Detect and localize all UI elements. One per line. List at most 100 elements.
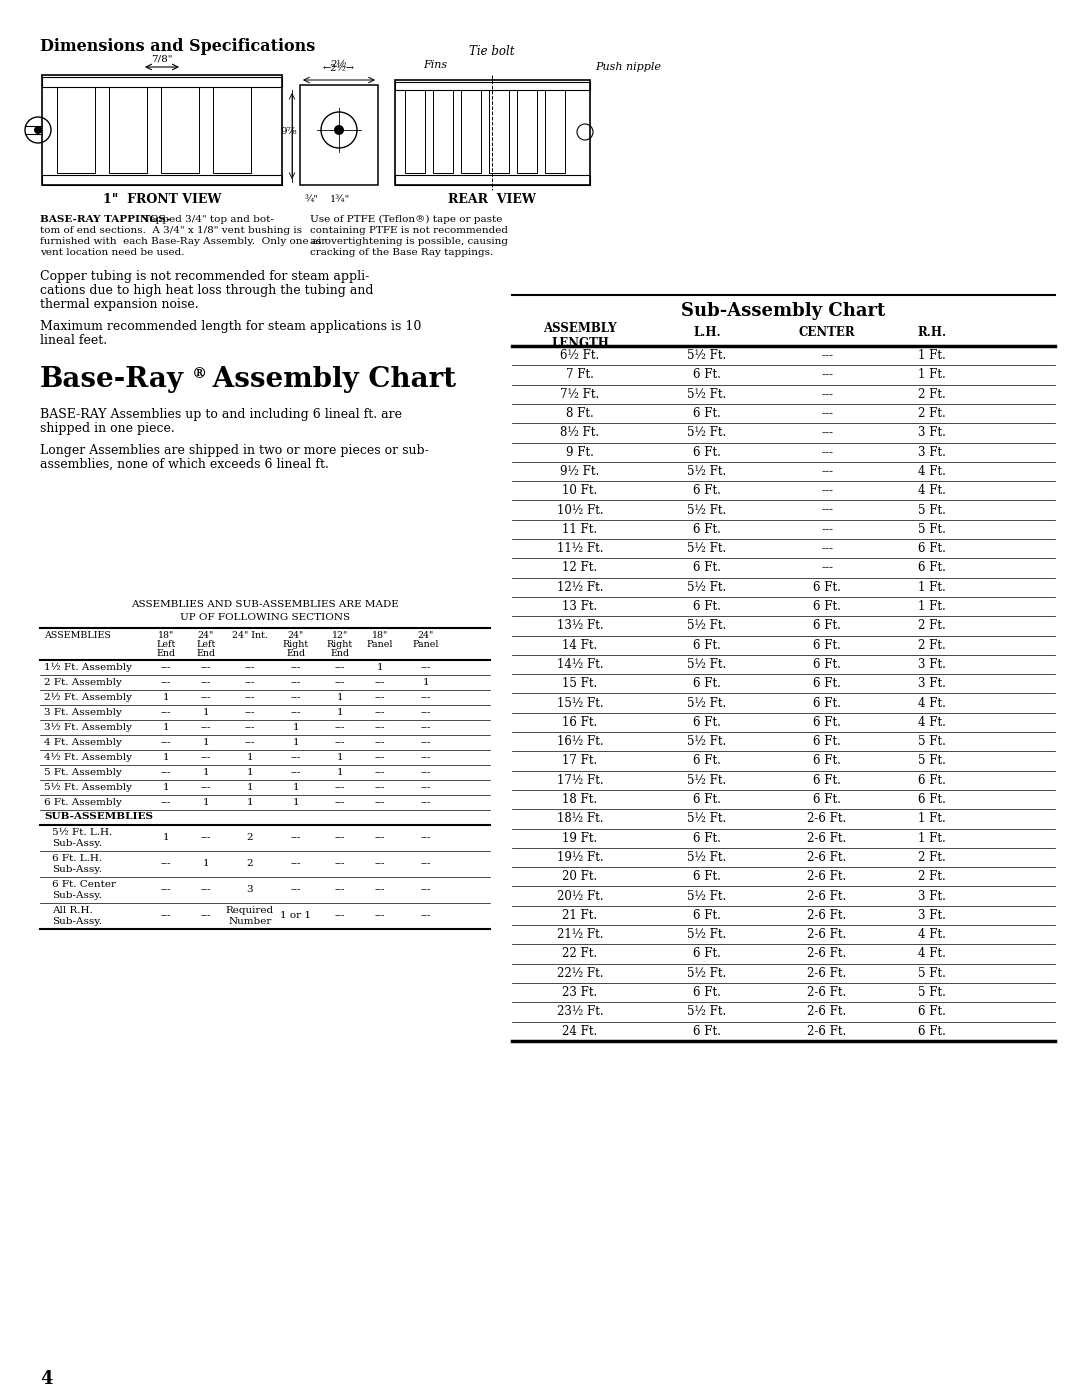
Text: ---: ---: [291, 693, 301, 703]
Text: 1: 1: [293, 782, 299, 792]
Text: 1: 1: [337, 708, 343, 717]
Text: 6 Ft.: 6 Ft.: [813, 774, 841, 787]
Bar: [57, 87, 95, 173]
Text: 24": 24": [288, 631, 305, 640]
Text: ---: ---: [335, 886, 346, 894]
Text: ---: ---: [245, 678, 255, 687]
Text: 8 Ft.: 8 Ft.: [566, 407, 594, 420]
Text: 3½ Ft. Assembly: 3½ Ft. Assembly: [44, 722, 132, 732]
Text: 5 Ft.: 5 Ft.: [918, 503, 946, 517]
Text: 6 Ft.: 6 Ft.: [693, 562, 721, 574]
Text: 1 Ft.: 1 Ft.: [918, 812, 946, 826]
Text: 5½ Ft.: 5½ Ft.: [687, 928, 727, 942]
Text: 14½ Ft.: 14½ Ft.: [556, 658, 604, 671]
Text: 2-6 Ft.: 2-6 Ft.: [808, 1024, 847, 1038]
Text: ---: ---: [335, 911, 346, 921]
Text: 9½ Ft.: 9½ Ft.: [561, 465, 599, 478]
Text: 2-6 Ft.: 2-6 Ft.: [808, 967, 847, 979]
Text: 6 Ft.: 6 Ft.: [693, 831, 721, 845]
Text: Required
Number: Required Number: [226, 907, 274, 926]
Text: Base-Ray: Base-Ray: [40, 366, 184, 393]
Text: Right: Right: [327, 640, 353, 650]
Text: 4½ Ft. Assembly: 4½ Ft. Assembly: [44, 753, 132, 763]
Text: ---: ---: [161, 886, 172, 894]
Text: 6 Ft.: 6 Ft.: [693, 522, 721, 536]
Text: ---: ---: [821, 446, 833, 458]
Text: 5½ Ft.: 5½ Ft.: [687, 619, 727, 633]
Text: ---: ---: [201, 834, 212, 842]
Text: ---: ---: [335, 724, 346, 732]
Text: ®: ®: [192, 367, 207, 381]
Text: 22 Ft.: 22 Ft.: [563, 947, 597, 961]
Text: 1: 1: [422, 678, 430, 687]
Text: ---: ---: [245, 724, 255, 732]
Text: 1: 1: [163, 782, 170, 792]
Text: vent location need be used.: vent location need be used.: [40, 249, 185, 257]
Text: containing PTFE is not recommended: containing PTFE is not recommended: [310, 226, 508, 235]
Text: 21½ Ft.: 21½ Ft.: [557, 928, 604, 942]
Text: ---: ---: [375, 782, 386, 792]
Text: ---: ---: [161, 708, 172, 717]
Text: 5½ Ft.: 5½ Ft.: [687, 388, 727, 401]
Text: 5½ Ft.: 5½ Ft.: [687, 851, 727, 863]
Text: Right: Right: [283, 640, 309, 650]
Text: End: End: [197, 650, 216, 658]
Text: 24 Ft.: 24 Ft.: [563, 1024, 597, 1038]
Text: 5½ Ft.: 5½ Ft.: [687, 735, 727, 749]
Text: 9⁷⁄₈: 9⁷⁄₈: [281, 127, 297, 136]
Text: 6 Ft.: 6 Ft.: [693, 947, 721, 961]
Text: ---: ---: [201, 886, 212, 894]
Text: 12½ Ft.: 12½ Ft.: [557, 581, 604, 594]
Text: 6 Ft.: 6 Ft.: [813, 697, 841, 710]
Text: ---: ---: [375, 911, 386, 921]
Text: 6 Ft.: 6 Ft.: [693, 446, 721, 458]
Text: 1: 1: [246, 753, 254, 761]
Text: 5 Ft.: 5 Ft.: [918, 754, 946, 767]
Text: ---: ---: [335, 782, 346, 792]
Text: 4 Ft.: 4 Ft.: [918, 485, 946, 497]
Text: 3 Ft.: 3 Ft.: [918, 678, 946, 690]
Text: 6 Ft.: 6 Ft.: [813, 638, 841, 651]
Text: 6 Ft.: 6 Ft.: [693, 793, 721, 806]
Text: BASE-RAY Assemblies up to and including 6 lineal ft. are: BASE-RAY Assemblies up to and including …: [40, 408, 402, 420]
Text: ---: ---: [375, 678, 386, 687]
Text: ---: ---: [335, 859, 346, 869]
Text: 18": 18": [372, 631, 388, 640]
Text: 6 Ft.: 6 Ft.: [918, 1006, 946, 1018]
Text: 5½ Ft.: 5½ Ft.: [687, 812, 727, 826]
Text: ---: ---: [375, 834, 386, 842]
Text: 21 Ft.: 21 Ft.: [563, 909, 597, 922]
Text: 6 Ft. L.H.
Sub-Assy.: 6 Ft. L.H. Sub-Assy.: [52, 854, 103, 875]
Text: ---: ---: [161, 911, 172, 921]
Text: 18½ Ft.: 18½ Ft.: [557, 812, 604, 826]
Text: ←2½→: ←2½→: [323, 64, 355, 73]
Text: ---: ---: [291, 664, 301, 672]
Text: ---: ---: [821, 562, 833, 574]
Text: 2: 2: [246, 859, 254, 869]
Text: ---: ---: [375, 724, 386, 732]
Text: 6 Ft.: 6 Ft.: [813, 581, 841, 594]
Text: 6 Ft.: 6 Ft.: [693, 986, 721, 999]
Text: Panel: Panel: [367, 640, 393, 650]
Text: 2-6 Ft.: 2-6 Ft.: [808, 851, 847, 863]
Text: 1¾": 1¾": [330, 196, 350, 204]
Text: 6 Ft.: 6 Ft.: [693, 754, 721, 767]
Text: Assembly Chart: Assembly Chart: [203, 366, 456, 393]
Text: 17½ Ft.: 17½ Ft.: [556, 774, 604, 787]
Text: ---: ---: [375, 753, 386, 761]
Text: 2-6 Ft.: 2-6 Ft.: [808, 947, 847, 961]
Text: ---: ---: [201, 724, 212, 732]
Text: ---: ---: [201, 911, 212, 921]
Text: 2-6 Ft.: 2-6 Ft.: [808, 812, 847, 826]
Text: 5½ Ft.: 5½ Ft.: [687, 581, 727, 594]
Text: 6 Ft.: 6 Ft.: [813, 601, 841, 613]
Text: ---: ---: [291, 678, 301, 687]
Text: ---: ---: [821, 485, 833, 497]
Bar: [42, 75, 282, 184]
Text: 7½ Ft.: 7½ Ft.: [561, 388, 599, 401]
Text: 2½ Ft. Assembly: 2½ Ft. Assembly: [44, 693, 132, 703]
Text: 23 Ft.: 23 Ft.: [563, 986, 597, 999]
Text: ¾": ¾": [305, 196, 319, 204]
Text: 6 Ft.: 6 Ft.: [813, 793, 841, 806]
Text: ---: ---: [335, 738, 346, 747]
